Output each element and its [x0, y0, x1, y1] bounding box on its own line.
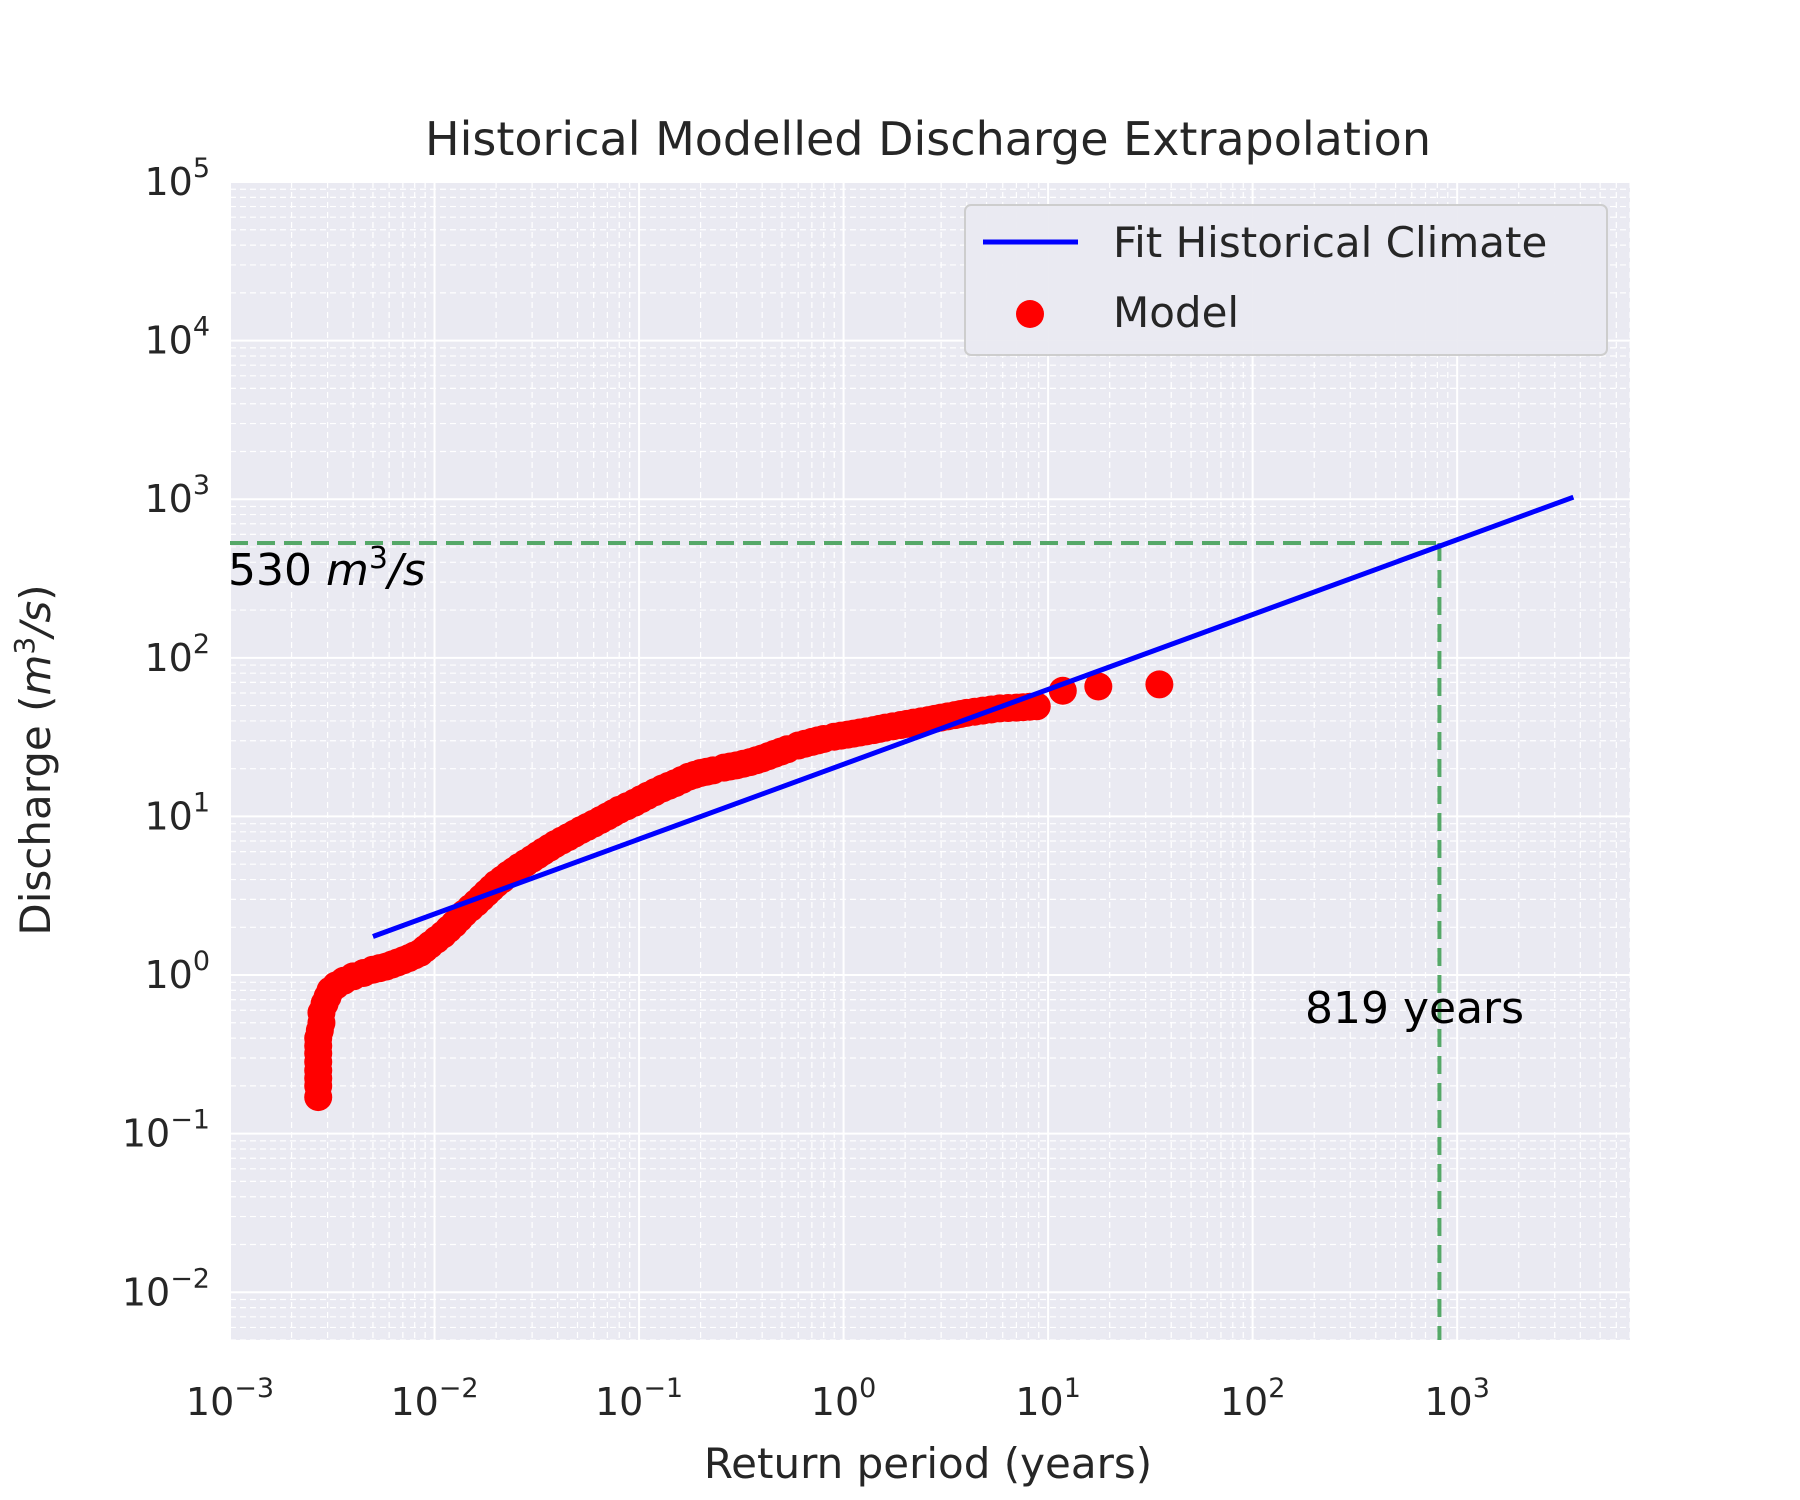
y-axis-ticks: 10−2 10−1 100 101 102 103 104 105	[122, 153, 210, 1314]
y-tick-label: 10−1	[122, 1105, 210, 1156]
model-point	[803, 726, 832, 755]
y-tick-label: 101	[144, 787, 210, 838]
chart-title: Historical Modelled Discharge Extrapolat…	[425, 112, 1431, 166]
vline-annotation: 819 years	[1305, 983, 1524, 1034]
x-tick-label: 102	[1220, 1373, 1286, 1424]
series-layer	[304, 494, 1575, 1112]
x-tick-label: 10−3	[186, 1373, 274, 1424]
hline-annotation: 530 m3/s	[228, 541, 426, 597]
y-tick-label: 102	[144, 629, 210, 680]
y-tick-label: 103	[144, 470, 210, 521]
plot-area	[230, 182, 1630, 1340]
y-tick-label: 10−2	[122, 1263, 210, 1314]
reference-lines	[230, 540, 1442, 1340]
x-tick-label: 101	[1015, 1373, 1081, 1424]
model-point	[766, 737, 795, 766]
legend-marker-swatch	[1016, 300, 1044, 328]
y-tick-label: 104	[144, 312, 210, 363]
model-point	[1084, 672, 1113, 701]
x-tick-label: 100	[811, 1373, 877, 1424]
fit-line	[372, 494, 1575, 939]
y-tick-label: 105	[144, 153, 210, 204]
x-tick-label: 10−1	[595, 1373, 683, 1424]
legend-label-fit: Fit Historical Climate	[1113, 218, 1547, 267]
legend-box	[964, 204, 1608, 356]
x-tick-label: 103	[1424, 1373, 1490, 1424]
legend: Fit Historical Climate Model	[964, 204, 1608, 356]
y-tick-label: 100	[144, 946, 210, 997]
x-axis-ticks: 10−3 10−2 10−1 100 101 102 103	[186, 1373, 1490, 1424]
legend-label-model: Model	[1113, 288, 1239, 337]
model-point	[305, 1016, 334, 1045]
grid	[229, 181, 1631, 1341]
model-point	[692, 757, 721, 786]
y-axis-label: Discharge (m3/s)	[8, 584, 61, 935]
x-tick-label: 10−2	[390, 1373, 478, 1424]
x-axis-label: Return period (years)	[704, 1439, 1152, 1488]
model-point	[1145, 670, 1174, 699]
